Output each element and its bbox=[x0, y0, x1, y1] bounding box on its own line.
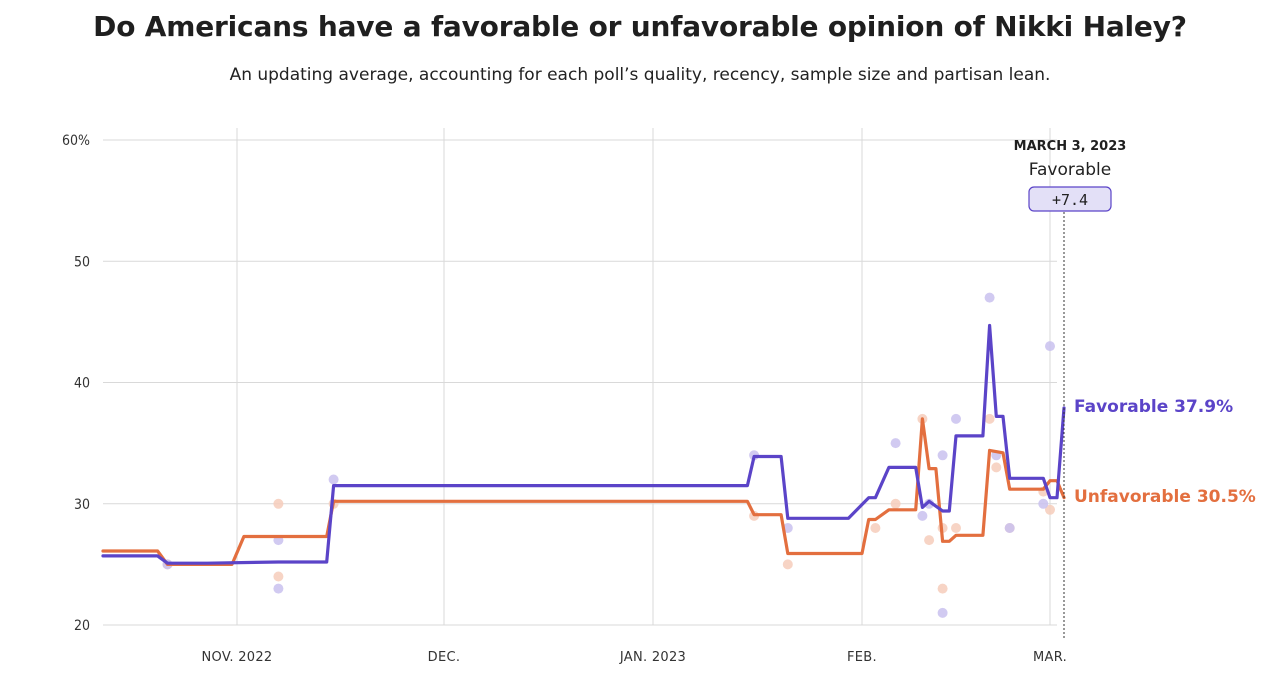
tooltip-value: +7.4 bbox=[1052, 191, 1088, 209]
unfavorable-poll-dot bbox=[890, 498, 901, 509]
axis-layer: 60% 50 40 30 20 NOV. 2022 DEC. JAN. 2023 FEB. MAR… bbox=[62, 133, 1067, 665]
x-tick-label: NOV. 2022 bbox=[202, 650, 273, 665]
favorable-poll-dot bbox=[937, 450, 948, 461]
favorable-poll-dot bbox=[1038, 498, 1049, 509]
chart-header: Do Americans have a favorable or unfavor… bbox=[0, 0, 1280, 120]
unfavorable-poll-dot bbox=[984, 413, 995, 424]
tooltip-series-name: Favorable bbox=[1029, 160, 1111, 180]
favorable-poll-dot bbox=[1004, 523, 1015, 533]
unfavorable-poll-dot bbox=[1045, 504, 1055, 515]
favorable-poll-dot bbox=[917, 510, 928, 521]
x-tick-label: DEC. bbox=[428, 650, 461, 665]
end-labels-layer: Favorable 37.9% Unfavorable 30.5% bbox=[1074, 397, 1256, 507]
trend-lines-layer bbox=[101, 323, 1066, 566]
y-tick-label: 60% bbox=[62, 133, 90, 149]
grid-layer bbox=[103, 128, 1057, 626]
y-tick-label: 40 bbox=[74, 376, 90, 392]
favorable-poll-dot bbox=[1045, 341, 1055, 352]
unfavorable-poll-dot bbox=[870, 523, 881, 533]
y-tick-label: 20 bbox=[74, 618, 90, 634]
unfavorable-poll-dot bbox=[937, 583, 948, 594]
unfavorable-poll-dot bbox=[924, 535, 935, 546]
unfavorable-end-label: Unfavorable 30.5% bbox=[1074, 487, 1256, 507]
chart-title: Do Americans have a favorable or unfavor… bbox=[93, 10, 1187, 43]
favorable-poll-dot bbox=[328, 474, 339, 485]
x-tick-label: MAR. bbox=[1033, 650, 1067, 665]
favorable-poll-dot bbox=[890, 438, 901, 449]
favorable-poll-dot bbox=[937, 607, 948, 618]
tooltip-date: MARCH 3, 2023 bbox=[1014, 139, 1127, 154]
x-tick-label: JAN. 2023 bbox=[619, 650, 686, 665]
favorable-end-label: Favorable 37.9% bbox=[1074, 397, 1233, 417]
tooltip-value-badge bbox=[1028, 186, 1112, 212]
unfavorable-poll-dot bbox=[273, 571, 284, 582]
favorable-poll-dot bbox=[951, 413, 961, 424]
favorable-poll-dot bbox=[273, 583, 284, 594]
y-tick-label: 50 bbox=[74, 254, 90, 270]
hover-layer: MARCH 3, 2023 Favorable +7.4 bbox=[1014, 139, 1127, 640]
chart-subtitle: An updating average, accounting for each… bbox=[229, 65, 1051, 85]
unfavorable-poll-dot bbox=[991, 462, 1002, 473]
unfavorable-poll-dot bbox=[951, 523, 961, 533]
unfavorable-poll-dot bbox=[782, 559, 793, 570]
favorable-trend-line[interactable] bbox=[101, 323, 1066, 565]
unfavorable-trend-line[interactable] bbox=[101, 417, 1066, 566]
x-tick-label: FEB. bbox=[847, 650, 877, 665]
y-tick-label: 30 bbox=[74, 497, 90, 513]
favorable-poll-dot bbox=[984, 292, 995, 303]
unfavorable-poll-dot bbox=[273, 498, 284, 509]
